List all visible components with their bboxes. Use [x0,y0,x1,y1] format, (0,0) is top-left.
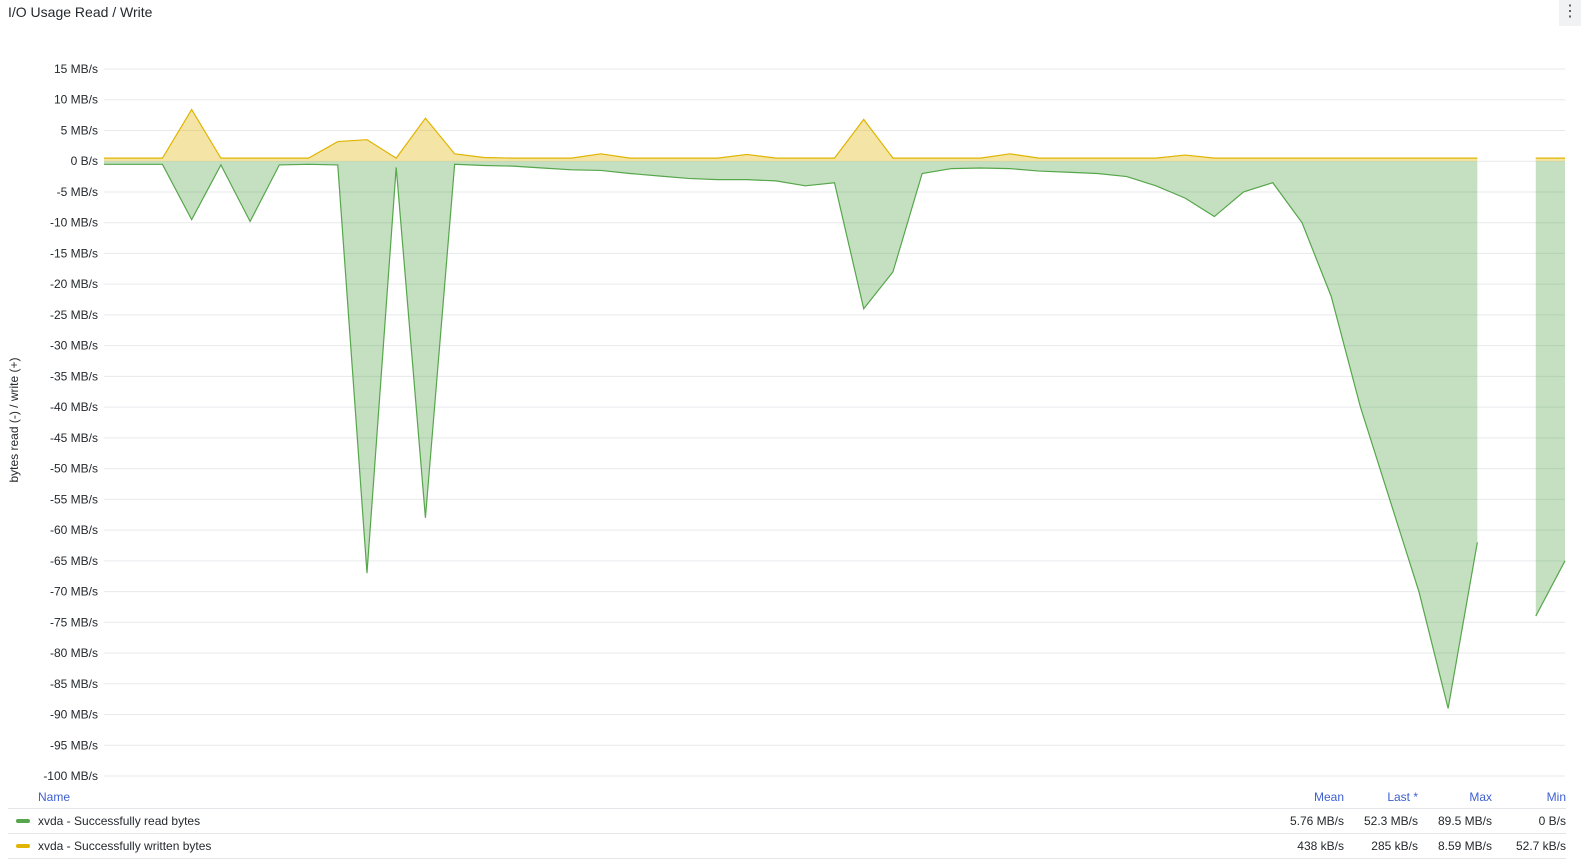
legend-header-last[interactable]: Last * [1387,790,1418,804]
y-tick-label: 0 B/s [71,154,98,168]
legend-header-max[interactable]: Max [1469,790,1492,804]
io-usage-chart: 15 MB/s 10 MB/s 5 MB/s 0 B/s -5 MB/s -10 MB/s… [7,62,1566,783]
y-tick-label: -15 MB/s [50,246,98,260]
legend-row-write[interactable]: xvda - Successfully written bytes 438 kB… [8,834,1566,859]
legend-mean-read: 5.76 MB/s [1289,814,1344,828]
legend-mean-write: 438 kB/s [1297,839,1344,853]
legend-header-mean[interactable]: Mean [1313,790,1344,804]
y-tick-label: -85 MB/s [50,677,98,691]
y-tick-label: 15 MB/s [54,62,98,76]
kebab-menu-icon[interactable]: ⋮ [1559,0,1581,26]
legend-label-write[interactable]: xvda - Successfully written bytes [38,839,212,853]
series-area-0 [1535,161,1565,617]
legend-header-min[interactable]: Min [1546,790,1566,804]
y-axis-label: bytes read (-) / write (+) [7,357,21,482]
legend-row-read[interactable]: xvda - Successfully read bytes 5.76 MB/s… [8,809,1566,834]
series-line-0 [1535,560,1566,617]
legend-table: Name Mean Last * Max Min xvda - Successf… [8,786,1566,859]
y-axis-ticks: 15 MB/s 10 MB/s 5 MB/s 0 B/s -5 MB/s -10 MB/s… [43,62,98,783]
legend-last-read: 52.3 MB/s [1363,814,1418,828]
y-tick-label: 5 MB/s [61,123,98,137]
y-tick-label: -90 MB/s [50,708,98,722]
y-tick-label: -50 MB/s [50,462,98,476]
y-tick-label: -35 MB/s [50,369,98,383]
y-tick-label: -45 MB/s [50,431,98,445]
series-line-0 [104,163,1478,709]
y-tick-label: -75 MB/s [50,615,98,629]
y-tick-label: -70 MB/s [50,585,98,599]
y-tick-label: -80 MB/s [50,646,98,660]
legend-min-read: 0 B/s [1538,814,1566,828]
y-tick-label: -40 MB/s [50,400,98,414]
chart-series [104,108,1566,709]
legend-swatch-write [16,844,30,848]
y-tick-label: 10 MB/s [54,93,98,107]
y-tick-label: -25 MB/s [50,308,98,322]
y-tick-label: -10 MB/s [50,216,98,230]
legend-max-read: 89.5 MB/s [1437,814,1492,828]
series-line-1 [104,108,1478,159]
legend-header-name[interactable]: Name [38,790,71,804]
series-area-1 [1535,158,1565,162]
legend-last-write: 285 kB/s [1371,839,1418,853]
legend-max-write: 8.59 MB/s [1437,839,1492,853]
y-tick-label: -65 MB/s [50,554,98,568]
legend-header: Name Mean Last * Max Min [8,786,1566,809]
y-tick-label: -60 MB/s [50,523,98,537]
chart-grid [104,68,1565,777]
legend-label-read[interactable]: xvda - Successfully read bytes [38,814,201,828]
legend-swatch-read [16,819,30,823]
y-tick-label: -30 MB/s [50,339,98,353]
y-tick-label: -100 MB/s [43,769,98,783]
y-tick-label: -20 MB/s [50,277,98,291]
y-tick-label: -95 MB/s [50,738,98,752]
y-tick-label: -5 MB/s [57,185,98,199]
panel-title: I/O Usage Read / Write [8,4,153,20]
series-area-0 [104,161,1478,709]
legend-min-write: 52.7 kB/s [1515,839,1566,853]
series-area-1 [104,109,1478,162]
y-tick-label: -55 MB/s [50,492,98,506]
